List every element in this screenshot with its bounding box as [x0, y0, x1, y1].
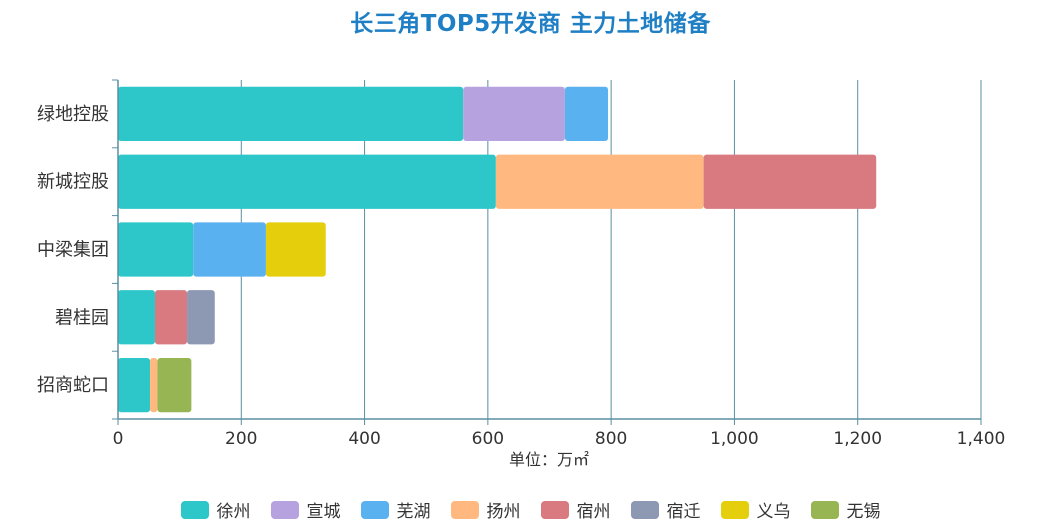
- legend-item[interactable]: 徐州: [180, 497, 251, 522]
- legend-label: 宿州: [576, 502, 611, 522]
- x-tick-label: 1,000: [710, 429, 759, 449]
- chart-title: 长三角TOP5开发商 主力土地储备: [350, 11, 711, 37]
- legend-label: 宣城: [306, 502, 341, 522]
- legend-label: 芜湖: [396, 502, 431, 522]
- bar-segment: [118, 290, 155, 345]
- bar-segment: [118, 222, 194, 277]
- x-tick-label: 1,400: [957, 429, 1006, 449]
- x-tick-label: 200: [225, 429, 257, 449]
- legend-item[interactable]: 宿州: [540, 497, 611, 522]
- legend-item[interactable]: 芜湖: [360, 497, 431, 522]
- bar-segment: [157, 357, 192, 413]
- legend-swatch: [630, 500, 659, 519]
- legend-label: 无锡: [846, 502, 881, 522]
- y-category-label: 绿地控股: [37, 104, 109, 125]
- bar-segment: [463, 86, 565, 142]
- bar-segment: [564, 86, 609, 142]
- bar-segment: [703, 154, 877, 209]
- x-tick-label: 1,200: [833, 429, 882, 449]
- axes: 0 200 400 600 800 1,000 1,200 1,400 绿地控股新城控股中梁集团…: [37, 79, 1006, 449]
- legend-item[interactable]: 宿迁: [630, 497, 701, 522]
- legend-label: 徐州: [216, 502, 251, 522]
- bar-segment: [193, 222, 266, 277]
- bar-segment: [118, 357, 151, 413]
- legend: 徐州 宣城 芜湖 扬州 宿州 宿迁 义乌 无锡: [0, 497, 1061, 522]
- bar-segment: [154, 290, 188, 345]
- legend-item[interactable]: 义乌: [720, 497, 791, 522]
- y-category-label: 碧桂园: [55, 307, 109, 328]
- bar-segment: [118, 86, 464, 142]
- x-tick-label: 800: [595, 429, 627, 449]
- legend-label: 扬州: [486, 502, 521, 522]
- x-tick-label: 400: [348, 429, 380, 449]
- legend-swatch: [720, 500, 749, 519]
- bar-segment: [118, 154, 496, 209]
- legend-swatch: [360, 500, 389, 519]
- legend-swatch: [450, 500, 479, 519]
- bar-segment: [495, 154, 704, 209]
- legend-swatch: [270, 500, 299, 519]
- x-axis-title: 单位：万㎡: [509, 450, 589, 469]
- bar-segment: [150, 357, 158, 413]
- bar-segment: [187, 290, 215, 345]
- legend-label: 宿迁: [666, 502, 701, 522]
- legend-item[interactable]: 无锡: [810, 497, 881, 522]
- x-tick-label: 0: [113, 429, 124, 449]
- bars: [118, 86, 877, 413]
- legend-swatch: [540, 500, 569, 519]
- legend-swatch: [810, 500, 839, 519]
- y-category-label: 新城控股: [37, 172, 109, 193]
- x-tick-label: 600: [472, 429, 504, 449]
- bar-segment: [265, 222, 326, 277]
- legend-item[interactable]: 扬州: [450, 497, 521, 522]
- y-category-label: 招商蛇口: [37, 375, 109, 396]
- y-category-label: 中梁集团: [37, 240, 109, 261]
- legend-item[interactable]: 宣城: [270, 497, 341, 522]
- legend-label: 义乌: [756, 502, 791, 522]
- legend-swatch: [180, 500, 209, 519]
- chart-plot: 0 200 400 600 800 1,000 1,200 1,400 绿地控股新城控股中梁集团…: [37, 79, 1006, 469]
